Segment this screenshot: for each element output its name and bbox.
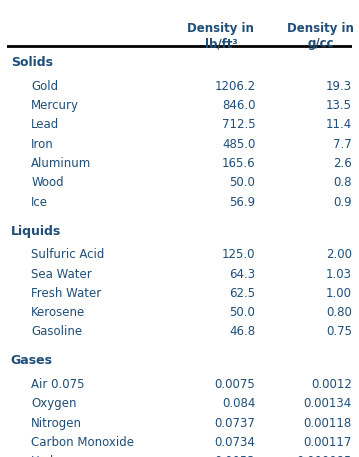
Text: Hydrogen: Hydrogen bbox=[31, 455, 89, 457]
Text: 2.00: 2.00 bbox=[326, 248, 352, 261]
Text: Lead: Lead bbox=[31, 118, 60, 131]
Text: 0.75: 0.75 bbox=[326, 325, 352, 339]
Text: 0.00134: 0.00134 bbox=[304, 398, 352, 410]
Text: 19.3: 19.3 bbox=[326, 80, 352, 93]
Text: 846.0: 846.0 bbox=[222, 99, 255, 112]
Text: Solids: Solids bbox=[11, 56, 53, 69]
Text: Nitrogen: Nitrogen bbox=[31, 417, 82, 430]
Text: 13.5: 13.5 bbox=[326, 99, 352, 112]
Text: 11.4: 11.4 bbox=[326, 118, 352, 131]
Text: 64.3: 64.3 bbox=[229, 267, 255, 281]
Text: 125.0: 125.0 bbox=[222, 248, 255, 261]
Text: 0.0734: 0.0734 bbox=[214, 436, 255, 449]
Text: Fresh Water: Fresh Water bbox=[31, 287, 102, 300]
Text: 712.5: 712.5 bbox=[222, 118, 255, 131]
Text: 0.00117: 0.00117 bbox=[303, 436, 352, 449]
Text: 0.000085: 0.000085 bbox=[297, 455, 352, 457]
Text: 165.6: 165.6 bbox=[222, 157, 255, 170]
Text: 2.6: 2.6 bbox=[333, 157, 352, 170]
Text: 7.7: 7.7 bbox=[333, 138, 352, 151]
Text: Gold: Gold bbox=[31, 80, 59, 93]
Text: Gases: Gases bbox=[11, 355, 53, 367]
Text: 62.5: 62.5 bbox=[229, 287, 255, 300]
Text: Iron: Iron bbox=[31, 138, 54, 151]
Text: 0.8: 0.8 bbox=[333, 176, 352, 189]
Text: Density in
lb/ft³: Density in lb/ft³ bbox=[187, 22, 254, 50]
Text: Sea Water: Sea Water bbox=[31, 267, 92, 281]
Text: 50.0: 50.0 bbox=[229, 176, 255, 189]
Text: 1.03: 1.03 bbox=[326, 267, 352, 281]
Text: 50.0: 50.0 bbox=[229, 306, 255, 319]
Text: Oxygen: Oxygen bbox=[31, 398, 77, 410]
Text: 0.0075: 0.0075 bbox=[215, 378, 255, 391]
Text: Carbon Monoxide: Carbon Monoxide bbox=[31, 436, 134, 449]
Text: 0.80: 0.80 bbox=[326, 306, 352, 319]
Text: Kerosene: Kerosene bbox=[31, 306, 85, 319]
Text: Air 0.075: Air 0.075 bbox=[31, 378, 85, 391]
Text: 1206.2: 1206.2 bbox=[214, 80, 255, 93]
Text: Density in
g/cc: Density in g/cc bbox=[287, 22, 354, 50]
Text: 1.00: 1.00 bbox=[326, 287, 352, 300]
Text: 0.0012: 0.0012 bbox=[311, 378, 352, 391]
Text: Liquids: Liquids bbox=[11, 224, 61, 238]
Text: Aluminum: Aluminum bbox=[31, 157, 92, 170]
Text: 56.9: 56.9 bbox=[229, 196, 255, 208]
Text: Wood: Wood bbox=[31, 176, 64, 189]
Text: 46.8: 46.8 bbox=[229, 325, 255, 339]
Text: 0.00118: 0.00118 bbox=[304, 417, 352, 430]
Text: 0.084: 0.084 bbox=[222, 398, 255, 410]
Text: 485.0: 485.0 bbox=[222, 138, 255, 151]
Text: 0.9: 0.9 bbox=[333, 196, 352, 208]
Text: Mercury: Mercury bbox=[31, 99, 79, 112]
Text: Gasoline: Gasoline bbox=[31, 325, 83, 339]
Text: 0.0053: 0.0053 bbox=[215, 455, 255, 457]
Text: 0.0737: 0.0737 bbox=[214, 417, 255, 430]
Text: Ice: Ice bbox=[31, 196, 48, 208]
Text: Sulfuric Acid: Sulfuric Acid bbox=[31, 248, 105, 261]
